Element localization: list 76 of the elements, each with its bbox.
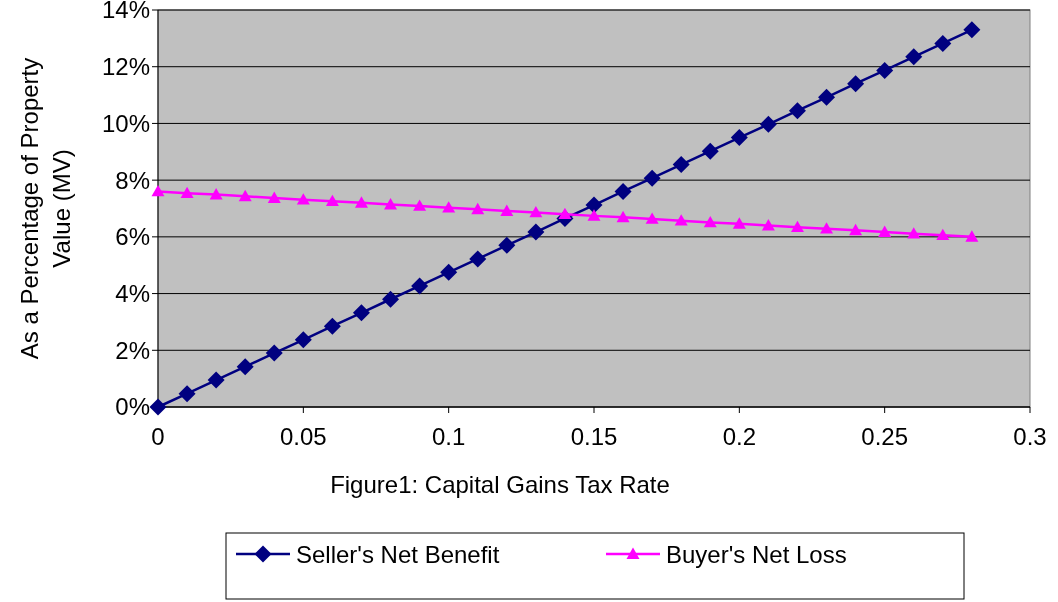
point (267, 191, 281, 203)
y-tick-label: 8% (115, 166, 150, 194)
point (643, 169, 661, 187)
point (384, 198, 398, 210)
legend-label: Buyer's Net Loss (666, 541, 847, 568)
x-tick-label: 0.3 (1013, 423, 1047, 450)
point (761, 219, 775, 231)
point (788, 102, 806, 120)
point (672, 156, 690, 174)
point (965, 230, 979, 242)
point (732, 217, 746, 229)
point (936, 228, 950, 241)
point (413, 199, 427, 211)
legend-label: Seller's Net Benefit (296, 541, 500, 568)
y-axis-title: As a Percentage of Property Value (MV) (16, 57, 75, 360)
x-tick-label: 0.2 (722, 423, 757, 450)
point (820, 222, 834, 234)
x-axis-title: Figure1: Capital Gains Tax Rate (330, 471, 670, 498)
point (527, 223, 545, 241)
point (878, 225, 892, 237)
y-tick-label: 10% (101, 109, 150, 137)
point (905, 48, 923, 66)
y-tick-label: 6% (115, 223, 150, 251)
point (469, 250, 487, 268)
point (411, 277, 429, 295)
point (701, 142, 719, 160)
y-tick-label: 0% (115, 393, 150, 421)
y-tick-label: 12% (101, 53, 150, 81)
y-tick-label: 4% (115, 279, 150, 307)
y-tick-label: 2% (115, 336, 150, 364)
point (382, 290, 400, 308)
point (674, 214, 688, 226)
point (209, 188, 223, 200)
point (151, 184, 165, 197)
point (703, 215, 717, 228)
point (323, 317, 341, 335)
point (759, 115, 777, 133)
point (645, 212, 659, 224)
point (529, 205, 543, 218)
point (730, 129, 748, 147)
point (440, 263, 458, 281)
x-tick-label: 0.25 (861, 423, 909, 450)
point (178, 385, 196, 403)
point (498, 236, 516, 254)
point (325, 194, 339, 206)
x-tick-label: 0.15 (570, 423, 618, 450)
point (149, 398, 167, 416)
y-tick-label: 14% (101, 0, 150, 24)
point (876, 61, 894, 79)
point (558, 207, 572, 220)
point (236, 358, 254, 376)
point (238, 189, 252, 202)
point (847, 75, 865, 93)
point (294, 331, 312, 349)
point (442, 201, 456, 213)
point (354, 196, 368, 208)
x-tick-label: 0.05 (279, 423, 327, 450)
point (352, 304, 370, 322)
point (587, 209, 601, 221)
point (849, 223, 863, 236)
point (207, 371, 225, 389)
point (614, 182, 632, 200)
point (790, 220, 804, 233)
point (818, 88, 836, 106)
point (934, 34, 952, 52)
point (616, 210, 630, 223)
point (265, 344, 283, 362)
point (180, 186, 194, 199)
point (500, 204, 514, 216)
point (907, 227, 921, 239)
point (471, 202, 485, 215)
point (963, 21, 981, 39)
x-tick-label: 0.1 (431, 423, 466, 450)
point (585, 196, 603, 214)
x-tick-label: 0 (151, 423, 165, 450)
point (296, 193, 310, 205)
